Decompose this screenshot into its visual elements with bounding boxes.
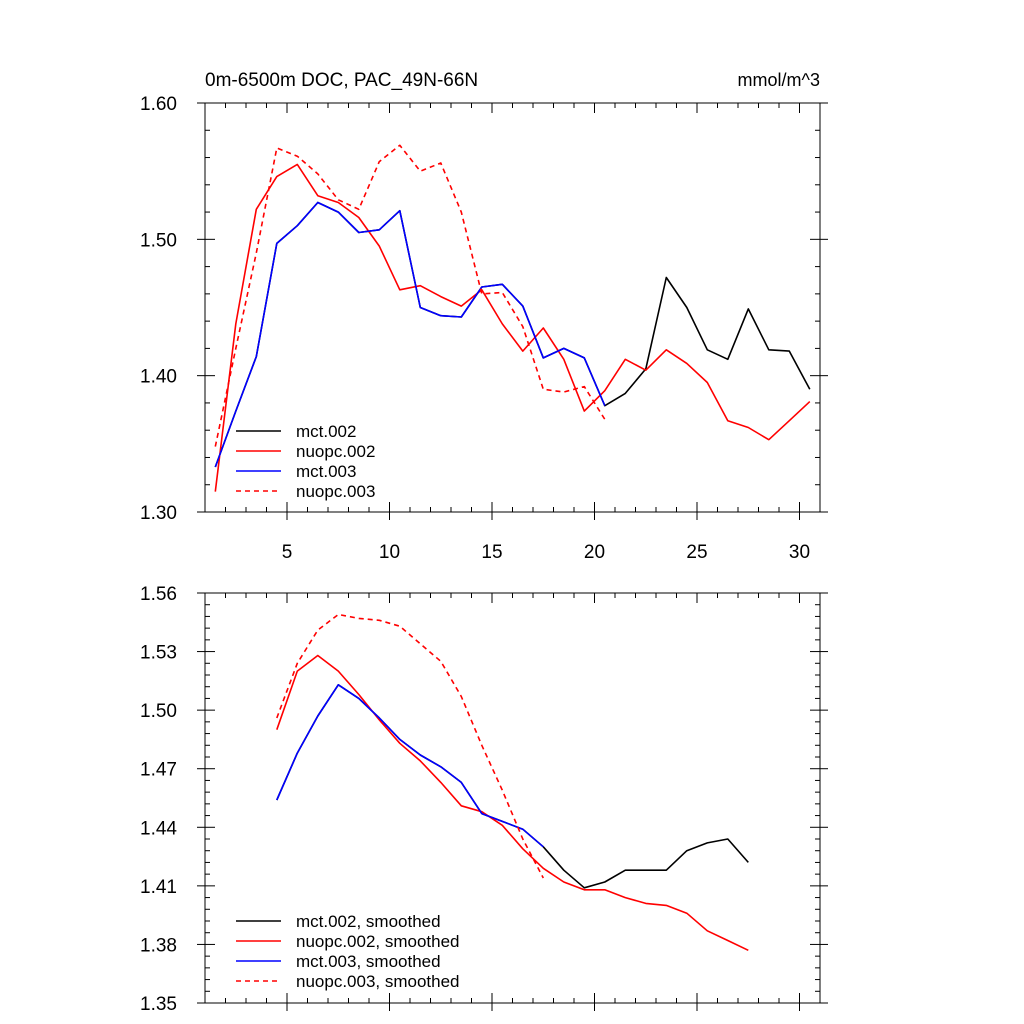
y-tick-label: 1.30 bbox=[140, 503, 177, 524]
top-panel-raw: 5 10 15 20 25 301.301.401.501.60mct.002nuopc.… bbox=[140, 94, 828, 563]
y-tick-label: 1.40 bbox=[140, 367, 177, 388]
legend-label: mct.003 bbox=[296, 462, 356, 481]
y-tick-label: 1.50 bbox=[140, 701, 177, 722]
y-tick-label: 1.53 bbox=[140, 643, 177, 664]
legend-label: mct.002 bbox=[296, 422, 356, 441]
y-tick-label: 1.41 bbox=[140, 877, 177, 898]
y-tick-label: 1.35 bbox=[140, 994, 177, 1015]
y-tick-label: 1.47 bbox=[140, 760, 177, 781]
legend-label: nuopc.002 bbox=[296, 442, 375, 461]
chart-title: 0m-6500m DOC, PAC_49N-66N bbox=[205, 70, 478, 91]
y-tick-label: 1.44 bbox=[140, 818, 177, 839]
legend-label: nuopc.003, smoothed bbox=[296, 972, 460, 991]
y-tick-label: 1.60 bbox=[140, 94, 177, 115]
x-tick-label: 15 bbox=[481, 542, 502, 563]
x-tick-label: 30 bbox=[789, 542, 810, 563]
x-tick-label: 20 bbox=[584, 542, 605, 563]
y-tick-label: 1.50 bbox=[140, 230, 177, 251]
series-line-nuopc-003 bbox=[276, 613, 545, 879]
x-tick-label: 25 bbox=[686, 542, 707, 563]
legend-label: nuopc.002, smoothed bbox=[296, 932, 460, 951]
legend-label: mct.003, smoothed bbox=[296, 952, 441, 971]
series-line-nuopc-003 bbox=[214, 144, 606, 447]
legend-label: mct.002, smoothed bbox=[296, 912, 441, 931]
bottom-panel-smoothed: 1.35 1.38 1.41 1.44 1.47 1.50 1.53 1.56 mct.002,… bbox=[140, 584, 828, 1015]
series-line-nuopc-002 bbox=[214, 163, 811, 492]
y-tick-label: 1.56 bbox=[140, 584, 177, 605]
series-line-mct-003 bbox=[276, 683, 544, 848]
series-line-mct-003 bbox=[214, 201, 606, 468]
series-line-mct-002 bbox=[276, 683, 749, 889]
y-tick-label: 1.38 bbox=[140, 935, 177, 956]
legend-label: nuopc.003 bbox=[296, 482, 375, 501]
x-tick-label: 10 bbox=[379, 542, 400, 563]
series-line-nuopc-002 bbox=[276, 654, 749, 952]
units-label: mmol/m^3 bbox=[738, 70, 820, 90]
x-tick-label: 5 bbox=[282, 542, 293, 563]
